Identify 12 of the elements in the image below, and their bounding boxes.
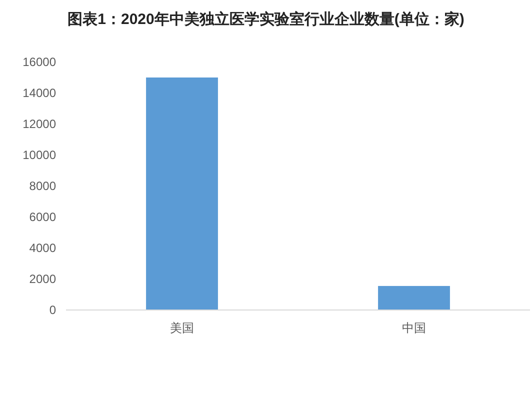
y-tick-label: 2000 (29, 272, 56, 286)
y-tick-label: 14000 (22, 86, 56, 100)
y-tick-label: 0 (49, 303, 56, 317)
y-tick-label: 4000 (29, 241, 56, 255)
y-tick-label: 8000 (29, 179, 56, 193)
chart-title: 图表1：2020年中美独立医学实验室行业企业数量(单位：家) (68, 10, 464, 28)
x-tick-label: 美国 (170, 321, 194, 335)
y-tick-label: 6000 (29, 210, 56, 224)
y-tick-label: 16000 (22, 55, 56, 69)
y-tick-label: 10000 (22, 148, 56, 162)
y-tick-label: 12000 (22, 117, 56, 131)
x-tick-label: 中国 (402, 321, 426, 335)
